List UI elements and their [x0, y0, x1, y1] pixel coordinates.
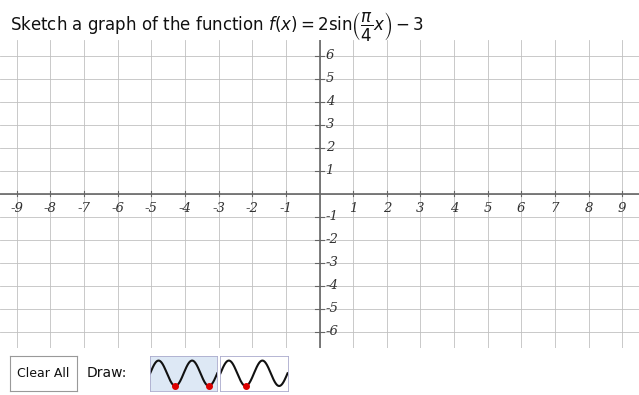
Text: 4: 4 [450, 201, 458, 214]
Text: 2: 2 [383, 201, 391, 214]
Text: Clear All: Clear All [17, 367, 69, 380]
Text: -9: -9 [10, 201, 23, 214]
Text: -5: -5 [325, 302, 339, 315]
Text: 5: 5 [325, 72, 334, 85]
Text: 8: 8 [584, 201, 593, 214]
Text: -2: -2 [325, 233, 339, 246]
Text: 9: 9 [618, 201, 626, 214]
Text: Draw:: Draw: [86, 366, 127, 380]
Text: 2: 2 [325, 141, 334, 154]
Text: 6: 6 [517, 201, 525, 214]
Text: -4: -4 [325, 279, 339, 292]
Text: 5: 5 [484, 201, 492, 214]
Text: 6: 6 [325, 49, 334, 62]
Text: -6: -6 [111, 201, 124, 214]
Text: 1: 1 [325, 164, 334, 177]
Text: -6: -6 [325, 325, 339, 338]
Text: -1: -1 [325, 210, 339, 223]
Text: 4: 4 [325, 95, 334, 108]
Text: -3: -3 [212, 201, 225, 214]
Text: Sketch a graph of the function $f(x) = 2\sin\!\left(\dfrac{\pi}{4}x\right) - 3$: Sketch a graph of the function $f(x) = 2… [10, 10, 423, 43]
Text: -7: -7 [78, 201, 91, 214]
Text: 7: 7 [551, 201, 559, 214]
Text: -2: -2 [246, 201, 259, 214]
Text: 3: 3 [325, 118, 334, 131]
Text: 3: 3 [416, 201, 424, 214]
Text: 1: 1 [349, 201, 357, 214]
Text: -8: -8 [44, 201, 57, 214]
Text: -3: -3 [325, 256, 339, 269]
Text: -4: -4 [178, 201, 192, 214]
Text: -1: -1 [279, 201, 292, 214]
Text: -5: -5 [145, 201, 158, 214]
